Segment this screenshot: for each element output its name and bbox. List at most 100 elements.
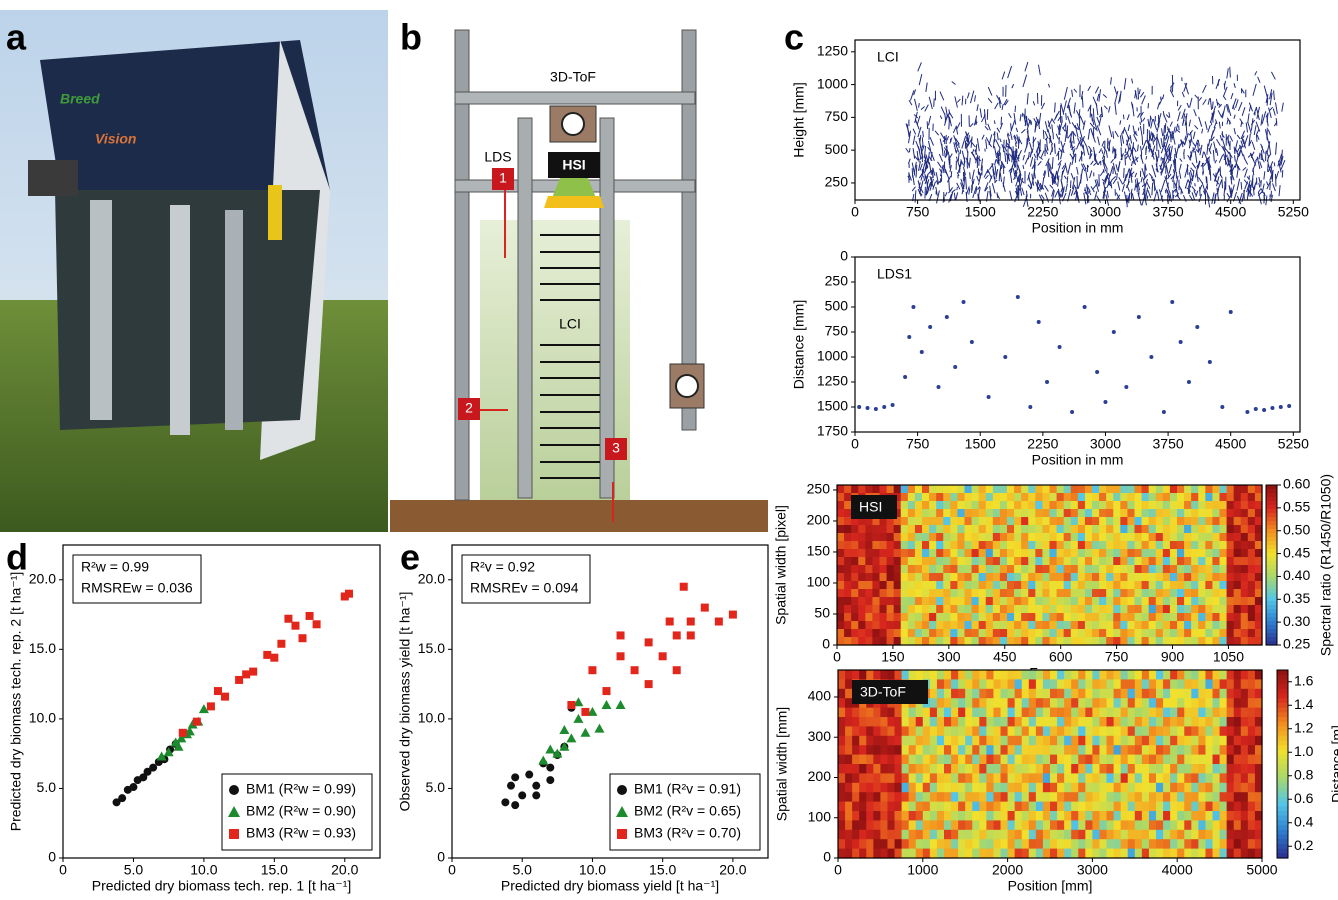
cloud-stroke: [980, 108, 981, 117]
heatmap-cell: [958, 849, 966, 859]
heatmap-cell: [1234, 755, 1242, 765]
heatmap-cell: [965, 589, 973, 598]
colorbar-cell: [1266, 637, 1277, 642]
colorbar-label: Spectral ratio (R1450/R1050): [1318, 474, 1334, 656]
heatmap-cell: [1035, 573, 1043, 582]
cloud-stroke: [993, 139, 994, 148]
cloud-stroke: [1097, 196, 1101, 203]
heatmap-cell: [1113, 557, 1121, 566]
heatmap-cell: [1107, 792, 1115, 802]
heatmap-cell: [972, 783, 980, 793]
heatmap-cell: [986, 605, 994, 614]
heatmap-cell: [1135, 493, 1143, 502]
heatmap-cell: [908, 589, 916, 598]
heatmap-cell: [1057, 621, 1065, 630]
heatmap-cell: [1220, 501, 1228, 510]
heatmap-cell: [1043, 792, 1051, 802]
heatmap-cell: [1071, 830, 1079, 840]
heatmap-cell: [937, 708, 945, 718]
cloud-stroke: [944, 164, 945, 173]
heatmap-cell: [1248, 597, 1256, 606]
heatmap-cell: [1184, 557, 1192, 566]
heatmap-cell: [1001, 830, 1009, 840]
heatmap-cell: [1106, 621, 1114, 630]
heatmap-cell: [1135, 717, 1143, 727]
cloud-stroke: [916, 165, 917, 178]
heatmap-cell: [1163, 501, 1171, 510]
heatmap-cell: [1085, 565, 1093, 574]
heatmap-cell: [1050, 755, 1058, 765]
heatmap-cell: [838, 736, 846, 746]
cloud-stroke: [966, 177, 967, 190]
heatmap-cell: [851, 605, 859, 614]
heatmap-cell: [1241, 764, 1249, 774]
heatmap-cell: [929, 485, 937, 494]
colorbar-cell: [1277, 839, 1288, 844]
y-tick-label: 1750: [817, 423, 848, 439]
heatmap-cell: [1177, 811, 1185, 821]
heatmap-cell: [1078, 557, 1086, 566]
heatmap-cell: [1071, 501, 1079, 510]
heatmap-cell: [950, 533, 958, 542]
heatmap-cell: [957, 485, 965, 494]
heatmap-cell: [908, 637, 916, 646]
heatmap-cell: [1184, 773, 1192, 783]
heatmap-cell: [1163, 533, 1171, 542]
heatmap-cell: [873, 717, 881, 727]
heatmap-cell: [986, 533, 994, 542]
heatmap-cell: [1142, 581, 1150, 590]
heatmap-cell: [1008, 726, 1016, 736]
heatmap-cell: [1191, 581, 1199, 590]
heatmap-cell: [1149, 764, 1157, 774]
heatmap-cell: [1057, 605, 1065, 614]
point: [903, 375, 907, 379]
heatmap-cell: [957, 637, 965, 646]
heatmap-cell: [1184, 573, 1192, 582]
heatmap-cell: [1021, 589, 1029, 598]
heatmap-cell: [1205, 830, 1213, 840]
heatmap-cell: [1135, 783, 1143, 793]
heatmap-cell: [872, 581, 880, 590]
heatmap-cell: [972, 820, 980, 830]
heatmap-cell: [1014, 509, 1022, 518]
heatmap-cell: [1114, 698, 1122, 708]
heatmap-cell: [986, 830, 994, 840]
heatmap-cell: [1135, 637, 1143, 646]
point: [525, 771, 533, 779]
heatmap-cell: [937, 830, 945, 840]
heatmap-cell: [1007, 613, 1015, 622]
colorbar-cell: [1266, 533, 1277, 538]
heatmap-cell: [837, 581, 845, 590]
cloud-stroke: [1043, 130, 1044, 139]
heatmap-cell: [887, 670, 895, 680]
heatmap-cell: [1071, 764, 1079, 774]
point: [645, 638, 653, 646]
heatmap-cell: [880, 764, 888, 774]
point: [299, 634, 307, 642]
heatmap-cell: [965, 689, 973, 699]
heatmap-cell: [872, 541, 880, 550]
heatmap-cell: [851, 557, 859, 566]
heatmap-cell: [851, 597, 859, 606]
heatmap-cell: [943, 557, 951, 566]
heatmap-cell: [887, 717, 895, 727]
y-tick-label: 1250: [817, 43, 848, 59]
heatmap-cell: [902, 736, 910, 746]
heatmap-cell: [838, 670, 846, 680]
heatmap-cell: [1198, 792, 1206, 802]
heatmap-cell: [1227, 573, 1235, 582]
cloud-stroke: [927, 121, 928, 129]
x-tick-label: 150: [881, 649, 905, 665]
cloud-stroke: [1231, 93, 1233, 99]
heatmap-cell: [1163, 670, 1171, 680]
heatmap-cell: [972, 597, 980, 606]
cloud-stroke: [1248, 122, 1251, 133]
cloud-stroke: [1138, 128, 1139, 131]
point: [1179, 340, 1183, 344]
heatmap-cell: [1205, 613, 1213, 622]
heatmap-cell: [986, 589, 994, 598]
heatmap-cell: [923, 670, 931, 680]
heatmap-cell: [1234, 485, 1242, 494]
heatmap-cell: [1107, 820, 1115, 830]
point: [911, 305, 915, 309]
